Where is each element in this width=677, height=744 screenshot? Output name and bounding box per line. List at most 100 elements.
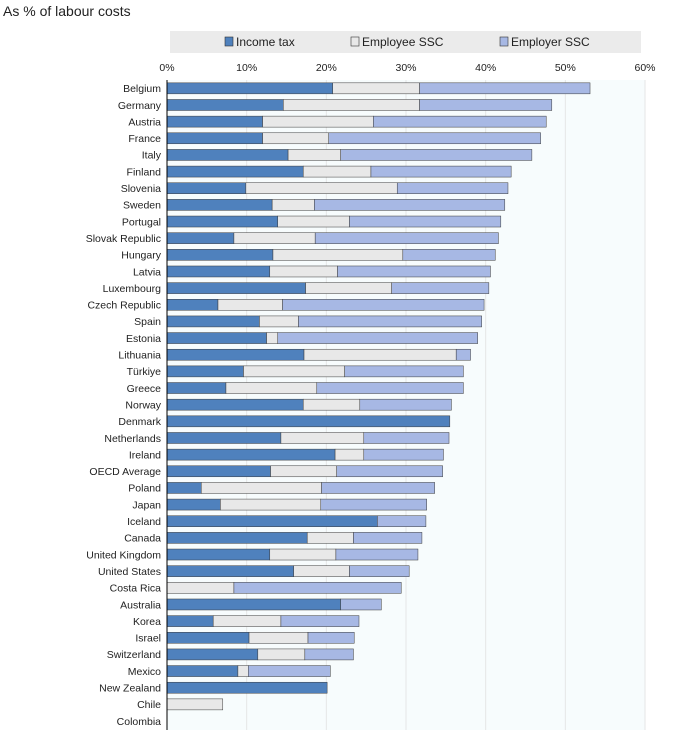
bar-2-23 (334, 448, 365, 461)
legend-label-3: Employer SSC (511, 35, 590, 49)
legend-label-1: Income tax (236, 35, 295, 49)
bar-2-20 (302, 398, 361, 411)
category-label-12: Latvia (133, 266, 161, 278)
bar-3-22 (363, 432, 450, 444)
category-label-34: Israel (135, 633, 161, 645)
bar-1-13 (166, 282, 306, 294)
bar-1-9 (166, 215, 278, 228)
bar-1-33 (166, 615, 214, 627)
bar-2-4 (262, 132, 329, 145)
bar-2-3 (262, 115, 374, 128)
category-label-37: New Zealand (99, 683, 161, 695)
x-tick-label-40: 40% (475, 62, 496, 74)
category-label-1: Belgium (123, 83, 161, 95)
bar-1-24 (166, 465, 271, 478)
category-label-10: Slovak Republic (86, 233, 161, 245)
bar-2-29 (269, 548, 337, 561)
category-label-20: Norway (125, 399, 161, 411)
bar-3-11 (402, 249, 496, 261)
bar-1-11 (166, 249, 274, 261)
bar-3-31 (233, 582, 402, 594)
bar-3-20 (359, 398, 452, 411)
bar-2-25 (201, 482, 322, 494)
legend: Income tax Employee SSC Employer SSC (224, 35, 590, 49)
bar-1-34 (166, 632, 250, 644)
bar-2-18 (243, 365, 345, 378)
x-tick-label-20: 20% (316, 62, 337, 74)
bar-1-15 (166, 315, 260, 328)
bar-2-15 (259, 315, 299, 328)
bar-1-2 (166, 99, 284, 111)
category-label-33: Korea (133, 616, 161, 628)
bar-1-35 (166, 648, 259, 661)
category-label-13: Luxembourg (103, 283, 162, 295)
category-label-38: Chile (137, 699, 161, 711)
bar-3-9 (349, 215, 502, 228)
category-label-11: Hungary (121, 250, 161, 262)
bar-3-1 (419, 82, 591, 95)
bar-1-10 (166, 232, 235, 244)
x-tick-label-0: 0% (159, 62, 174, 74)
category-label-32: Australia (120, 599, 161, 611)
bar-1-20 (166, 398, 304, 411)
legend-label-2: Employee SSC (362, 35, 444, 49)
bar-3-36 (248, 665, 331, 677)
category-label-24: OECD Average (89, 466, 161, 478)
bar-2-2 (283, 99, 420, 111)
bar-2-7 (245, 182, 398, 194)
bar-1-12 (166, 265, 271, 278)
bar-1-30 (166, 565, 294, 577)
bar-2-36 (237, 665, 249, 677)
bar-2-31 (166, 582, 235, 594)
bar-3-15 (298, 315, 482, 328)
bar-1-5 (166, 149, 289, 161)
bar-3-25 (321, 482, 435, 494)
bar-2-6 (302, 165, 372, 178)
bar-3-24 (336, 465, 443, 478)
bar-2-34 (248, 632, 309, 644)
category-label-17: Lithuania (118, 350, 161, 362)
category-label-26: Japan (132, 499, 161, 511)
bar-3-10 (314, 232, 499, 244)
bar-2-38 (166, 698, 224, 711)
category-label-9: Portugal (122, 216, 161, 228)
category-label-5: Italy (142, 150, 162, 162)
category-label-22: Netherlands (104, 433, 161, 445)
bar-1-6 (166, 165, 304, 178)
bar-2-5 (287, 149, 341, 161)
bar-1-14 (166, 299, 219, 311)
bar-3-7 (396, 182, 509, 194)
bar-3-4 (328, 132, 541, 145)
bar-2-30 (293, 565, 350, 577)
bar-2-16 (266, 332, 278, 344)
bar-1-21 (166, 415, 451, 428)
category-label-7: Slovenia (121, 183, 161, 195)
bar-1-23 (166, 448, 336, 461)
bar-1-16 (166, 332, 267, 344)
category-label-27: Iceland (127, 516, 161, 528)
x-tick-label-30: 30% (395, 62, 416, 74)
bar-3-26 (320, 498, 427, 511)
category-label-2: Germany (118, 100, 162, 112)
bar-2-8 (271, 199, 315, 211)
legend-swatch-3 (499, 36, 509, 47)
bar-1-8 (166, 199, 273, 211)
bar-1-28 (166, 532, 308, 544)
bar-3-29 (335, 548, 419, 561)
bar-2-10 (233, 232, 316, 244)
bar-2-24 (270, 465, 337, 478)
bar-2-12 (269, 265, 338, 278)
bar-1-3 (166, 115, 263, 128)
bar-2-9 (277, 215, 350, 228)
bar-2-22 (280, 432, 365, 444)
bar-3-16 (277, 332, 478, 344)
category-label-16: Estonia (126, 333, 161, 345)
category-label-30: United States (98, 566, 161, 578)
bar-2-35 (257, 648, 306, 661)
category-label-4: France (128, 133, 161, 145)
category-label-3: Austria (128, 116, 161, 128)
bar-3-8 (314, 199, 506, 211)
category-labels: Belgium Germany Austria France Italy Finland S… (86, 83, 162, 728)
x-tick-label-60: 60% (634, 62, 655, 74)
bar-2-28 (306, 532, 354, 544)
